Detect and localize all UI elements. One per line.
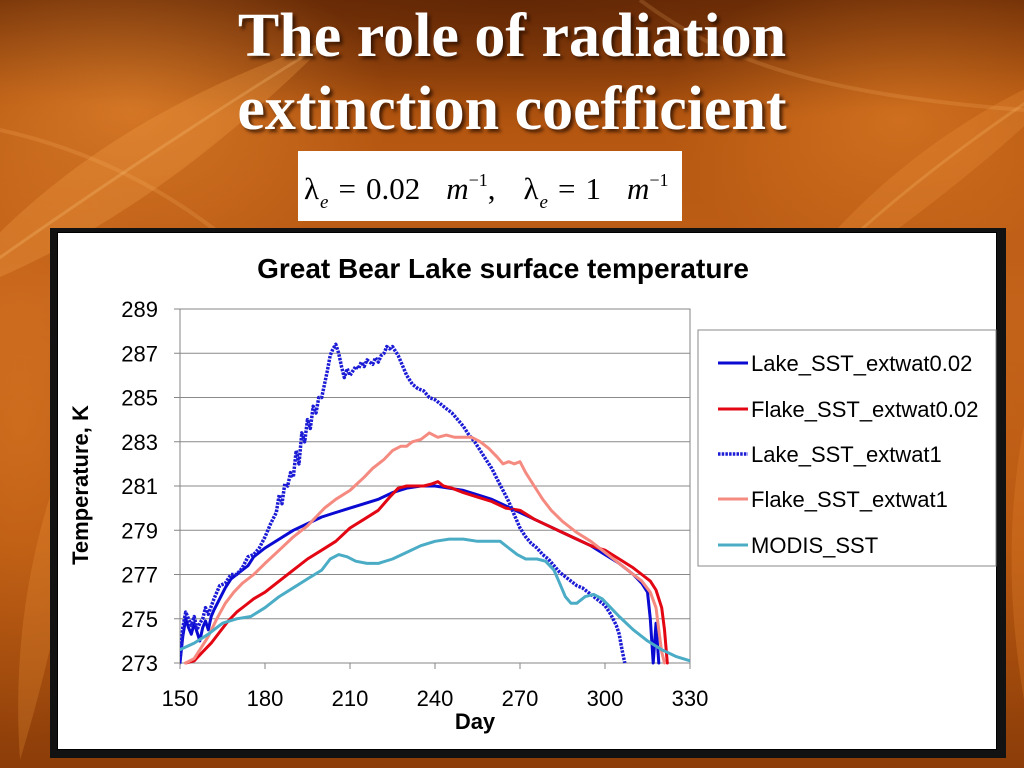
- legend-label: Flake_SST_extwat1: [751, 487, 948, 512]
- legend-label: Flake_SST_extwat0.02: [751, 397, 978, 422]
- formula-value: 0.02: [365, 171, 421, 206]
- formula-subscript: e: [539, 192, 548, 213]
- background-leaf-vein: [0, 38, 331, 260]
- x-tick-label: 270: [502, 686, 539, 711]
- formula-term-2: λ e = 1 m −1: [523, 170, 669, 213]
- y-tick-label: 281: [121, 474, 158, 499]
- y-tick-label: 287: [121, 341, 158, 366]
- formula-box: λ e = 0.02 m −1 , λ e = 1 m −1: [298, 151, 682, 221]
- formula-exponent: −1: [468, 170, 488, 190]
- chart-title: Great Bear Lake surface temperature: [257, 253, 749, 284]
- background-leaf-vein: [638, 0, 1024, 112]
- y-tick-label: 285: [121, 386, 158, 411]
- x-tick-label: 330: [672, 686, 709, 711]
- legend-box: [697, 329, 997, 567]
- slide-title-line-2: extinction coefficient: [237, 75, 787, 143]
- formula-term-1: λ e = 0.02 m −1 ,: [304, 170, 496, 213]
- formula-value: 1: [585, 171, 601, 206]
- legend-label: Lake_SST_extwat0.02: [751, 351, 972, 376]
- line-chart: Great Bear Lake surface temperature 2732…: [68, 253, 997, 734]
- y-tick-label: 283: [121, 430, 158, 455]
- series-line-lake-sst-extwat1: [180, 342, 627, 664]
- x-tick-label: 240: [417, 686, 454, 711]
- series-line-flake-sst-extwat1: [184, 431, 666, 665]
- formula-operator: =: [338, 171, 356, 206]
- chart-frame: Great Bear Lake surface temperature 273 2…: [50, 228, 1006, 758]
- legend: Lake_SST_extwat0.02 Flake_SST_extwat0.02…: [697, 329, 997, 567]
- x-tick-label: 210: [332, 686, 369, 711]
- legend-item: Lake_SST_extwat0.02: [718, 351, 972, 376]
- y-tick-label: 275: [121, 607, 158, 632]
- slide-title-line-1: The role of radiation: [237, 2, 787, 70]
- formula-operator: =: [557, 171, 576, 206]
- y-tick-label: 273: [121, 651, 158, 676]
- y-axis-label: Temperature, K: [68, 405, 93, 565]
- x-axis-label: Day: [455, 709, 496, 734]
- y-tick-label: 277: [121, 563, 158, 588]
- background-leaf: [1011, 425, 1024, 700]
- legend-label: MODIS_SST: [751, 533, 878, 558]
- series-lines: [180, 342, 690, 665]
- background-leaf: [0, 40, 330, 277]
- formula-subscript: e: [320, 192, 329, 213]
- y-tick-label: 289: [121, 297, 158, 322]
- formula-separator: ,: [487, 171, 496, 206]
- legend-item: Flake_SST_extwat0.02: [718, 397, 978, 422]
- series-line-modis-sst: [180, 537, 690, 663]
- slide-title: The role of radiation extinction coeffic…: [0, 0, 1024, 146]
- x-tick-label: 300: [587, 686, 624, 711]
- formula-exponent: −1: [649, 170, 669, 190]
- y-tick-label: 279: [121, 518, 158, 543]
- legend-item: Flake_SST_extwat1: [718, 487, 948, 512]
- legend-item: MODIS_SST: [718, 533, 878, 558]
- axis-ticks: 273 275 277 279 281 283 285 287 289 150 180 210 240 2…: [121, 297, 708, 711]
- series-line-flake-sst-extwat0-02: [184, 480, 669, 665]
- formula-symbol: λ: [304, 171, 320, 206]
- x-tick-label: 150: [162, 686, 199, 711]
- legend-label: Lake_SST_extwat1: [751, 442, 942, 467]
- formula-unit: m: [446, 171, 469, 206]
- legend-item: Lake_SST_extwat1: [718, 442, 942, 467]
- chart-panel: Great Bear Lake surface temperature 273 2…: [57, 232, 997, 750]
- formula-unit: m: [626, 171, 650, 206]
- formula-symbol: λ: [523, 171, 539, 206]
- x-tick-label: 180: [247, 686, 284, 711]
